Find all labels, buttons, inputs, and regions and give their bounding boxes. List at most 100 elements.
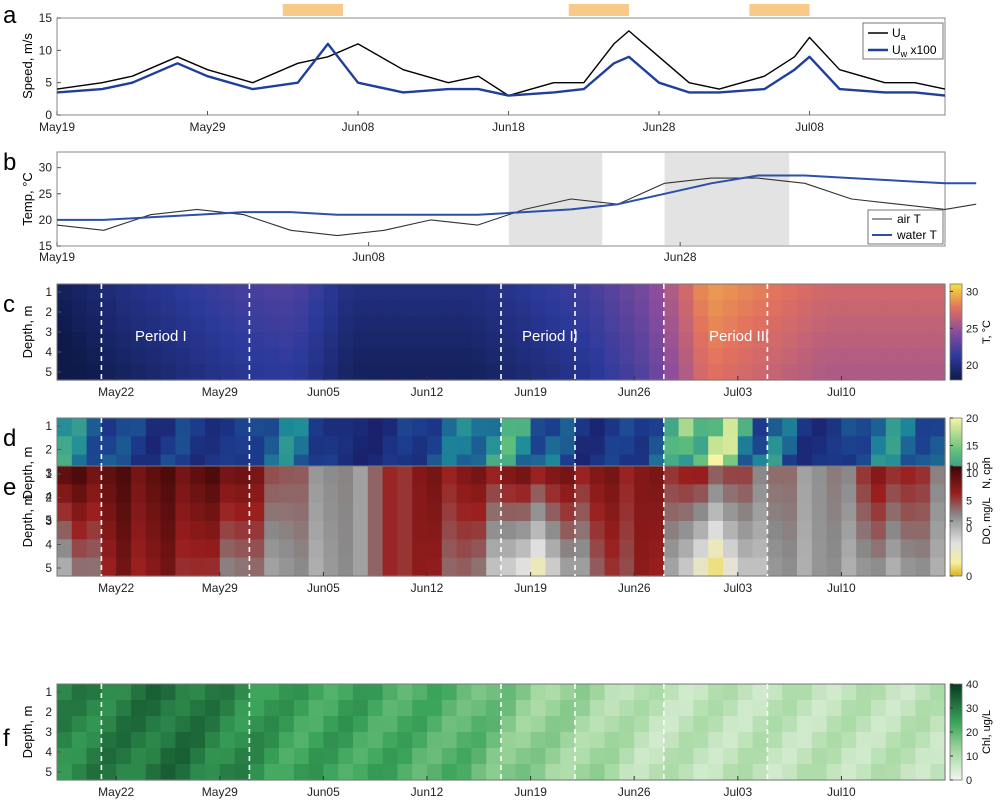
heatmap-cell <box>679 558 694 577</box>
heatmap-cell <box>457 764 472 781</box>
panel-c-y-axis-label: Depth, m <box>20 306 35 359</box>
heatmap-cell <box>116 684 131 701</box>
heatmap-cell <box>841 558 856 577</box>
heatmap-cell <box>693 436 708 455</box>
heatmap-cell <box>738 284 753 301</box>
heatmap-cell <box>901 558 916 577</box>
heatmap-cell <box>235 539 250 558</box>
period-label-3: Period III <box>709 328 769 345</box>
heatmap-cell <box>797 732 812 749</box>
heatmap-cell <box>72 700 87 717</box>
heatmap-cell <box>161 521 176 540</box>
heatmap-cell <box>338 466 353 485</box>
heatmap-cell <box>309 316 324 333</box>
heatmap-cell <box>560 348 575 365</box>
heatmap-cell <box>827 558 842 577</box>
heatmap-cell <box>205 764 220 781</box>
heatmap-cell <box>412 436 427 455</box>
heatmap-cell <box>101 716 116 733</box>
heatmap-cell <box>57 466 72 485</box>
heatmap-cell <box>190 436 205 455</box>
panel-a-plot-area <box>57 18 945 115</box>
heatmap-cell <box>235 364 250 381</box>
heatmap-cell <box>116 521 131 540</box>
colorbar-tick-label-10: 10 <box>966 751 978 763</box>
heatmap-cell <box>383 484 398 503</box>
heatmap-cell <box>353 684 368 701</box>
heatmap-cell <box>471 539 486 558</box>
heatmap-cell <box>353 348 368 365</box>
heatmap-cell <box>605 716 620 733</box>
heatmap-cell <box>72 364 87 381</box>
heatmap-cell <box>471 716 486 733</box>
y-tick-label-3: 3 <box>45 725 52 739</box>
heatmap-cell <box>664 558 679 577</box>
heatmap-cell <box>590 764 605 781</box>
heatmap-cell <box>116 466 131 485</box>
heatmap-cell <box>930 418 945 437</box>
heatmap-cell <box>72 348 87 365</box>
heatmap-cell <box>264 284 279 301</box>
heatmap-cell <box>930 764 945 781</box>
heatmap-cell <box>827 418 842 437</box>
heatmap-cell <box>812 364 827 381</box>
heatmap-cell <box>412 348 427 365</box>
heatmap-cell <box>886 684 901 701</box>
heatmap-cell <box>412 503 427 522</box>
heatmap-cell <box>886 332 901 349</box>
heatmap-cell <box>693 503 708 522</box>
heatmap-cell <box>323 484 338 503</box>
heatmap-cell <box>664 418 679 437</box>
x-tick-label-jul03: Jul03 <box>723 785 752 799</box>
heatmap-cell <box>353 503 368 522</box>
heatmap-cell <box>412 558 427 577</box>
heatmap-cell <box>383 364 398 381</box>
heatmap-cell <box>235 484 250 503</box>
heatmap-cell <box>471 558 486 577</box>
heatmap-cell <box>116 284 131 301</box>
heatmap-cell <box>649 332 664 349</box>
legend-entry-air-t: air T <box>897 212 921 226</box>
heatmap-cell <box>634 364 649 381</box>
heatmap-cell <box>516 300 531 317</box>
heatmap-cell <box>782 539 797 558</box>
heatmap-cell <box>605 348 620 365</box>
heatmap-cell <box>220 558 235 577</box>
heatmap-cell <box>353 418 368 437</box>
heatmap-cell <box>190 484 205 503</box>
heatmap-cell <box>383 418 398 437</box>
heatmap-cell <box>175 684 190 701</box>
heatmap-cell <box>679 316 694 333</box>
heatmap-cell <box>649 284 664 301</box>
colorbar-tick-label-25: 25 <box>966 323 978 335</box>
heatmap-cell <box>605 732 620 749</box>
heatmap-cell <box>664 716 679 733</box>
x-tick-label-jun28: Jun28 <box>643 120 676 134</box>
heatmap-cell <box>279 700 294 717</box>
heatmap-cell <box>738 503 753 522</box>
heatmap-cell <box>797 332 812 349</box>
heatmap-cell <box>545 364 560 381</box>
heatmap-cell <box>590 284 605 301</box>
heatmap-cell <box>856 503 871 522</box>
heatmap-cell <box>575 748 590 765</box>
shaded-period-2 <box>665 153 790 245</box>
heatmap-cell <box>338 716 353 733</box>
heatmap-cell <box>235 732 250 749</box>
heatmap-cell <box>871 732 886 749</box>
heatmap-cell <box>590 364 605 381</box>
heatmap-cell <box>901 732 916 749</box>
x-tick-label-jun26: Jun26 <box>618 385 651 399</box>
event-bar-3 <box>749 4 809 16</box>
heatmap-cell <box>501 284 516 301</box>
heatmap-cell <box>309 503 324 522</box>
heatmap-cell <box>101 700 116 717</box>
heatmap-cell <box>72 716 87 733</box>
heatmap-cell <box>782 764 797 781</box>
heatmap-cell <box>57 521 72 540</box>
heatmap-cell <box>797 300 812 317</box>
heatmap-cell <box>649 503 664 522</box>
heatmap-cell <box>72 332 87 349</box>
heatmap-cell <box>693 732 708 749</box>
heatmap-cell <box>190 503 205 522</box>
